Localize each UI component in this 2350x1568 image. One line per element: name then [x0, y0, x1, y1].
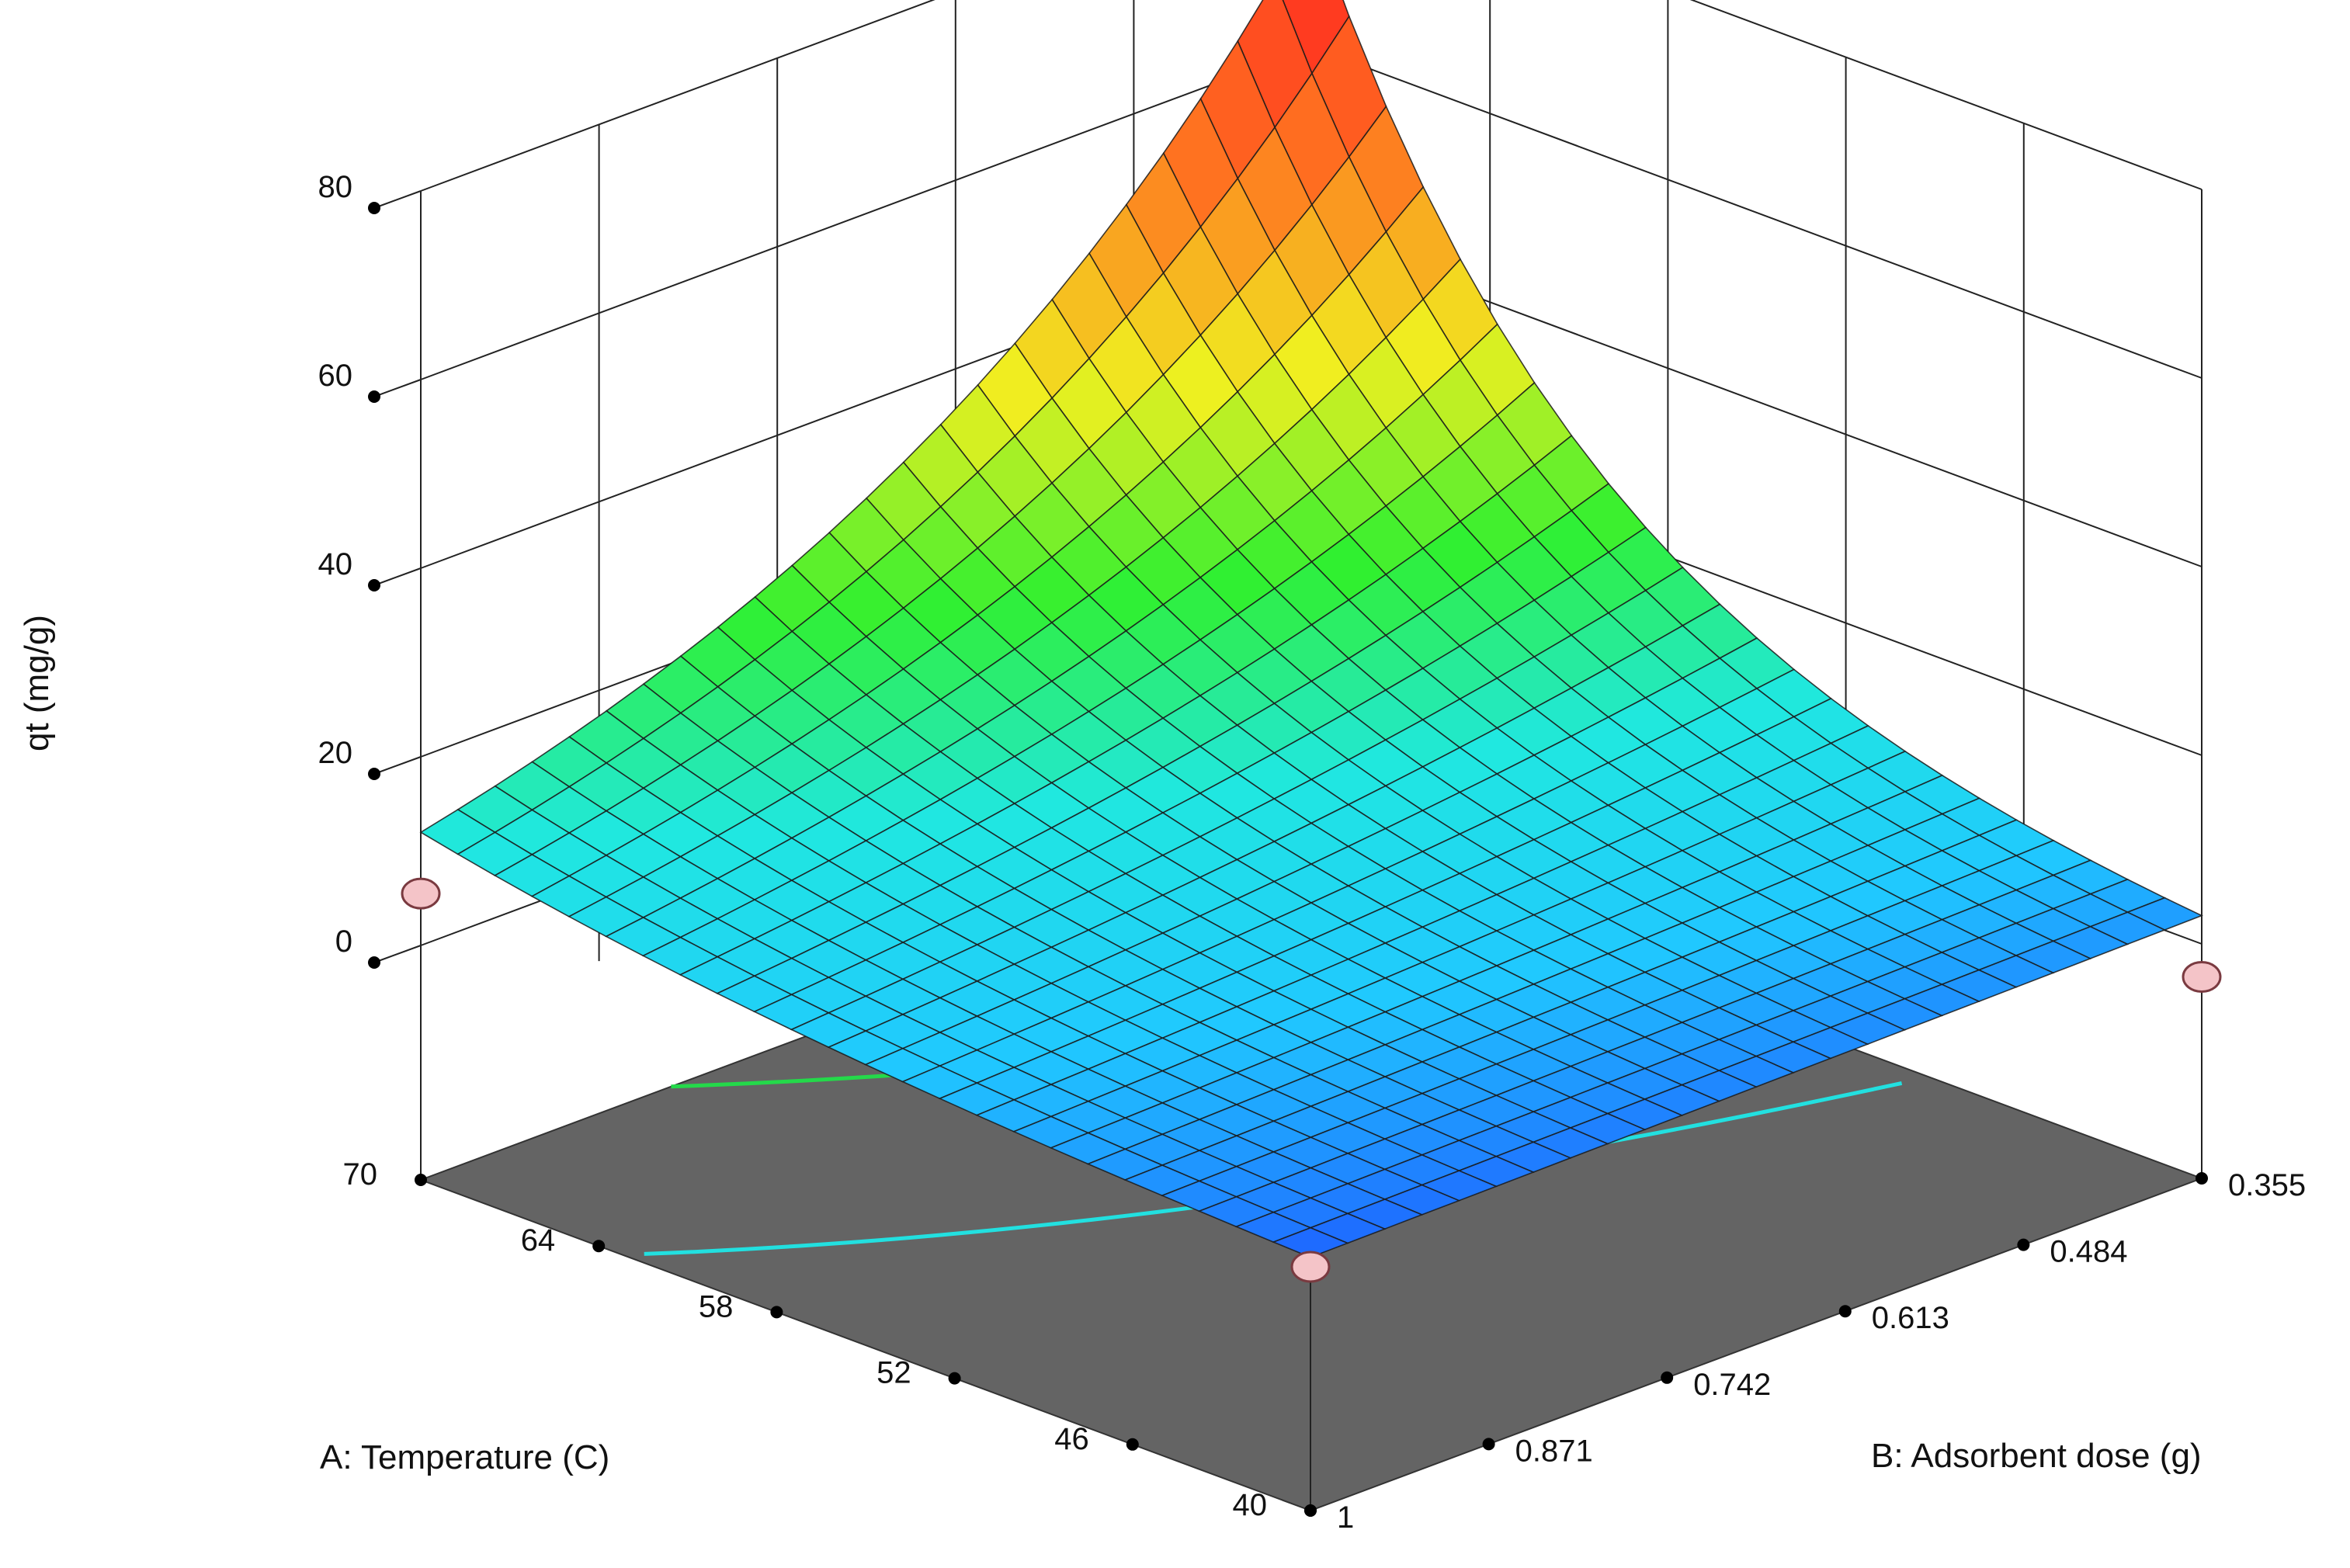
design-point	[1290, 1251, 1331, 1283]
z-axis-title: qt (mg/g)	[18, 615, 56, 751]
design-point	[2182, 961, 2222, 994]
surface-cell	[1272, 1226, 1349, 1258]
z-tick-label: 80	[318, 170, 353, 204]
y-tick-label: 0.484	[2050, 1235, 2127, 1269]
z-tick-label: 20	[318, 736, 353, 770]
axes: 0 20 40 60 80 70 64 58 52 46 40 0.355 0.484 0.613 0.74…	[318, 170, 2307, 1535]
y-tick-mark	[2017, 1238, 2030, 1251]
z-tick-mark	[368, 768, 380, 780]
x-tick-label: 58	[699, 1289, 734, 1323]
y-tick-label: 0.355	[2228, 1168, 2306, 1202]
y-tick-label: 0.742	[1693, 1368, 1771, 1402]
y-tick-mark	[1304, 1504, 1317, 1517]
z-tick-line	[373, 190, 422, 209]
x-tick-mark	[415, 1174, 427, 1186]
z-tick-line	[373, 756, 422, 775]
y-tick-mark	[2196, 1172, 2208, 1185]
z-tick-label: 40	[318, 547, 353, 581]
design-points	[401, 877, 2222, 1283]
y-tick-label: 1	[1337, 1500, 1354, 1535]
x-tick-mark	[770, 1306, 783, 1319]
x-tick-label: 40	[1233, 1488, 1268, 1522]
design-point	[401, 877, 441, 910]
z-tick-line	[373, 945, 422, 963]
z-tick-mark	[368, 956, 380, 969]
y-tick-mark	[1661, 1371, 1674, 1384]
y-axis-title: B: Adsorbent dose (g)	[1871, 1437, 2202, 1475]
z-tick-mark	[368, 202, 380, 214]
wall-gridline	[420, 0, 2202, 192]
z-tick-label: 0	[335, 924, 352, 959]
x-tick-label: 46	[1054, 1422, 1089, 1456]
x-tick-mark	[1126, 1438, 1139, 1451]
z-tick-label: 60	[318, 359, 353, 393]
x-tick-label: 52	[876, 1356, 911, 1390]
y-tick-mark	[1838, 1305, 1852, 1318]
x-tick-mark	[948, 1372, 961, 1385]
x-tick-label: 64	[521, 1223, 556, 1258]
axis-labels: qt (mg/g) A: Temperature (C) B: Adsorben…	[18, 615, 2202, 1476]
x-tick-mark	[592, 1240, 606, 1253]
x-axis-title: A: Temperature (C)	[320, 1438, 609, 1476]
z-tick-line	[373, 567, 422, 586]
response-surface	[419, 0, 2204, 1258]
z-tick-mark	[368, 579, 380, 591]
y-tick-mark	[1482, 1438, 1495, 1451]
z-tick-mark	[368, 390, 380, 403]
y-tick-label: 0.871	[1515, 1434, 1593, 1468]
x-tick-label: 70	[343, 1157, 378, 1192]
y-tick-label: 0.613	[1872, 1301, 1949, 1335]
z-tick-line	[373, 379, 422, 397]
